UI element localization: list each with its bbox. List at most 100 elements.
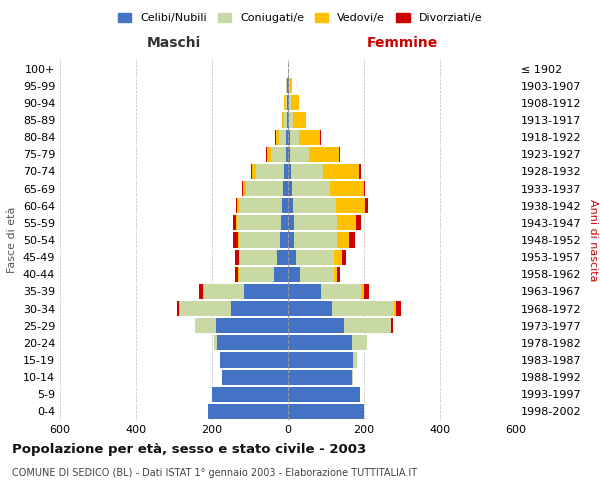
Bar xyxy=(292,181,330,196)
Bar xyxy=(256,164,284,179)
Bar xyxy=(290,130,299,144)
Bar xyxy=(289,78,290,94)
Bar xyxy=(221,370,288,384)
Bar xyxy=(364,181,365,196)
Bar xyxy=(233,232,238,248)
Bar xyxy=(231,301,288,316)
Bar xyxy=(279,130,286,144)
Bar xyxy=(266,146,267,162)
Bar xyxy=(252,164,256,179)
Bar xyxy=(288,146,290,162)
Bar xyxy=(288,284,322,299)
Bar xyxy=(217,336,288,350)
Bar xyxy=(212,386,288,402)
Bar xyxy=(284,96,285,110)
Bar xyxy=(288,386,360,402)
Bar xyxy=(288,404,364,419)
Text: Femmine: Femmine xyxy=(367,36,437,50)
Bar xyxy=(394,301,396,316)
Bar xyxy=(342,250,346,264)
Bar xyxy=(352,336,367,350)
Bar xyxy=(288,130,290,144)
Bar xyxy=(288,216,294,230)
Bar xyxy=(337,266,340,282)
Bar xyxy=(290,78,292,94)
Bar xyxy=(180,301,231,316)
Bar xyxy=(323,164,359,179)
Bar xyxy=(300,266,334,282)
Bar xyxy=(349,232,355,248)
Bar xyxy=(288,78,289,94)
Bar xyxy=(251,164,252,179)
Bar xyxy=(277,250,288,264)
Bar xyxy=(364,284,369,299)
Bar xyxy=(299,130,320,144)
Bar xyxy=(288,352,353,368)
Bar xyxy=(281,216,288,230)
Bar xyxy=(288,370,352,384)
Bar xyxy=(291,164,323,179)
Bar xyxy=(359,164,361,179)
Bar xyxy=(233,216,236,230)
Bar xyxy=(236,198,239,214)
Bar xyxy=(275,130,276,144)
Bar xyxy=(288,96,289,110)
Bar xyxy=(334,266,337,282)
Bar xyxy=(205,284,244,299)
Bar xyxy=(239,232,280,248)
Bar xyxy=(289,96,291,110)
Bar xyxy=(238,266,239,282)
Bar xyxy=(235,266,238,282)
Bar xyxy=(344,318,391,334)
Bar xyxy=(239,198,283,214)
Text: Maschi: Maschi xyxy=(147,36,201,50)
Bar xyxy=(276,130,279,144)
Bar xyxy=(271,146,286,162)
Bar xyxy=(288,336,352,350)
Bar xyxy=(285,96,287,110)
Bar xyxy=(195,318,216,334)
Bar xyxy=(199,284,203,299)
Bar xyxy=(334,250,342,264)
Y-axis label: Fasce di età: Fasce di età xyxy=(7,207,17,273)
Bar xyxy=(243,181,246,196)
Bar xyxy=(291,96,299,110)
Bar xyxy=(208,404,288,419)
Bar xyxy=(289,112,293,128)
Bar xyxy=(284,164,288,179)
Bar xyxy=(293,112,306,128)
Bar xyxy=(294,232,337,248)
Bar xyxy=(332,301,394,316)
Bar xyxy=(283,198,288,214)
Bar xyxy=(287,96,288,110)
Bar xyxy=(296,250,334,264)
Y-axis label: Anni di nascita: Anni di nascita xyxy=(588,198,598,281)
Bar xyxy=(361,284,364,299)
Bar xyxy=(290,146,309,162)
Bar xyxy=(288,164,291,179)
Bar xyxy=(286,130,288,144)
Bar xyxy=(288,112,289,128)
Bar xyxy=(288,318,344,334)
Bar xyxy=(286,146,288,162)
Bar xyxy=(353,352,357,368)
Bar xyxy=(288,181,292,196)
Bar xyxy=(322,284,361,299)
Bar xyxy=(176,301,179,316)
Bar xyxy=(236,216,238,230)
Bar xyxy=(293,198,336,214)
Bar xyxy=(365,198,368,214)
Bar xyxy=(287,78,288,94)
Bar xyxy=(283,181,288,196)
Text: COMUNE DI SEDICO (BL) - Dati ISTAT 1° gennaio 2003 - Elaborazione TUTTITALIA.IT: COMUNE DI SEDICO (BL) - Dati ISTAT 1° ge… xyxy=(12,468,417,477)
Bar xyxy=(294,216,337,230)
Bar xyxy=(284,112,287,128)
Bar xyxy=(216,318,288,334)
Legend: Celibi/Nubili, Coniugati/e, Vedovi/e, Divorziati/e: Celibi/Nubili, Coniugati/e, Vedovi/e, Di… xyxy=(113,8,487,28)
Bar xyxy=(238,232,239,248)
Bar xyxy=(244,284,288,299)
Bar xyxy=(235,250,239,264)
Bar xyxy=(397,301,401,316)
Bar xyxy=(391,318,393,334)
Bar xyxy=(203,284,205,299)
